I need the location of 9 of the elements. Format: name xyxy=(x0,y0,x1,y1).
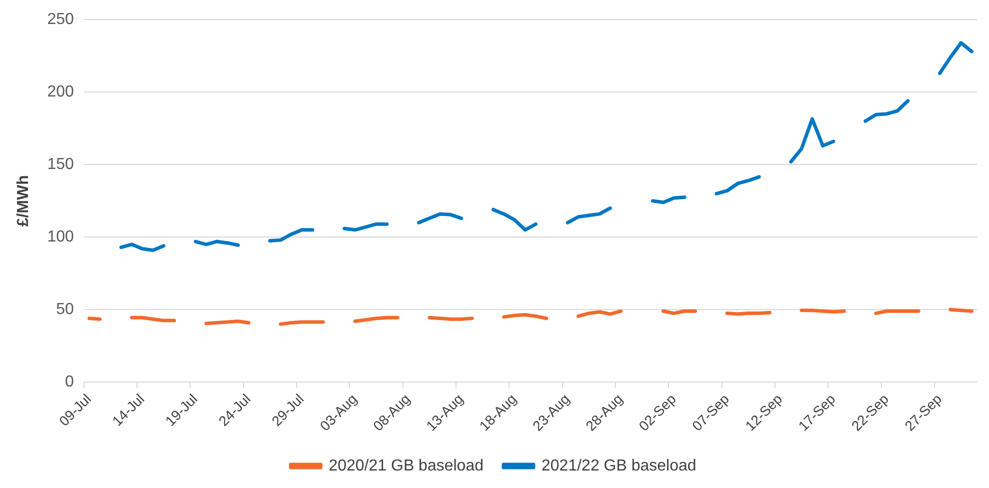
y-tick-label: 150 xyxy=(47,156,74,174)
legend-label: 2020/21 GB baseload xyxy=(328,457,484,474)
y-tick-label: 250 xyxy=(47,11,74,28)
y-tick-label: 0 xyxy=(64,374,74,391)
y-tick-label: 50 xyxy=(56,301,74,318)
y-tick-label: 200 xyxy=(47,84,74,101)
y-tick-label: 100 xyxy=(47,228,74,246)
legend-label: 2021/22 GB baseload xyxy=(542,457,696,474)
y-axis-title: £/MWh xyxy=(15,175,32,227)
